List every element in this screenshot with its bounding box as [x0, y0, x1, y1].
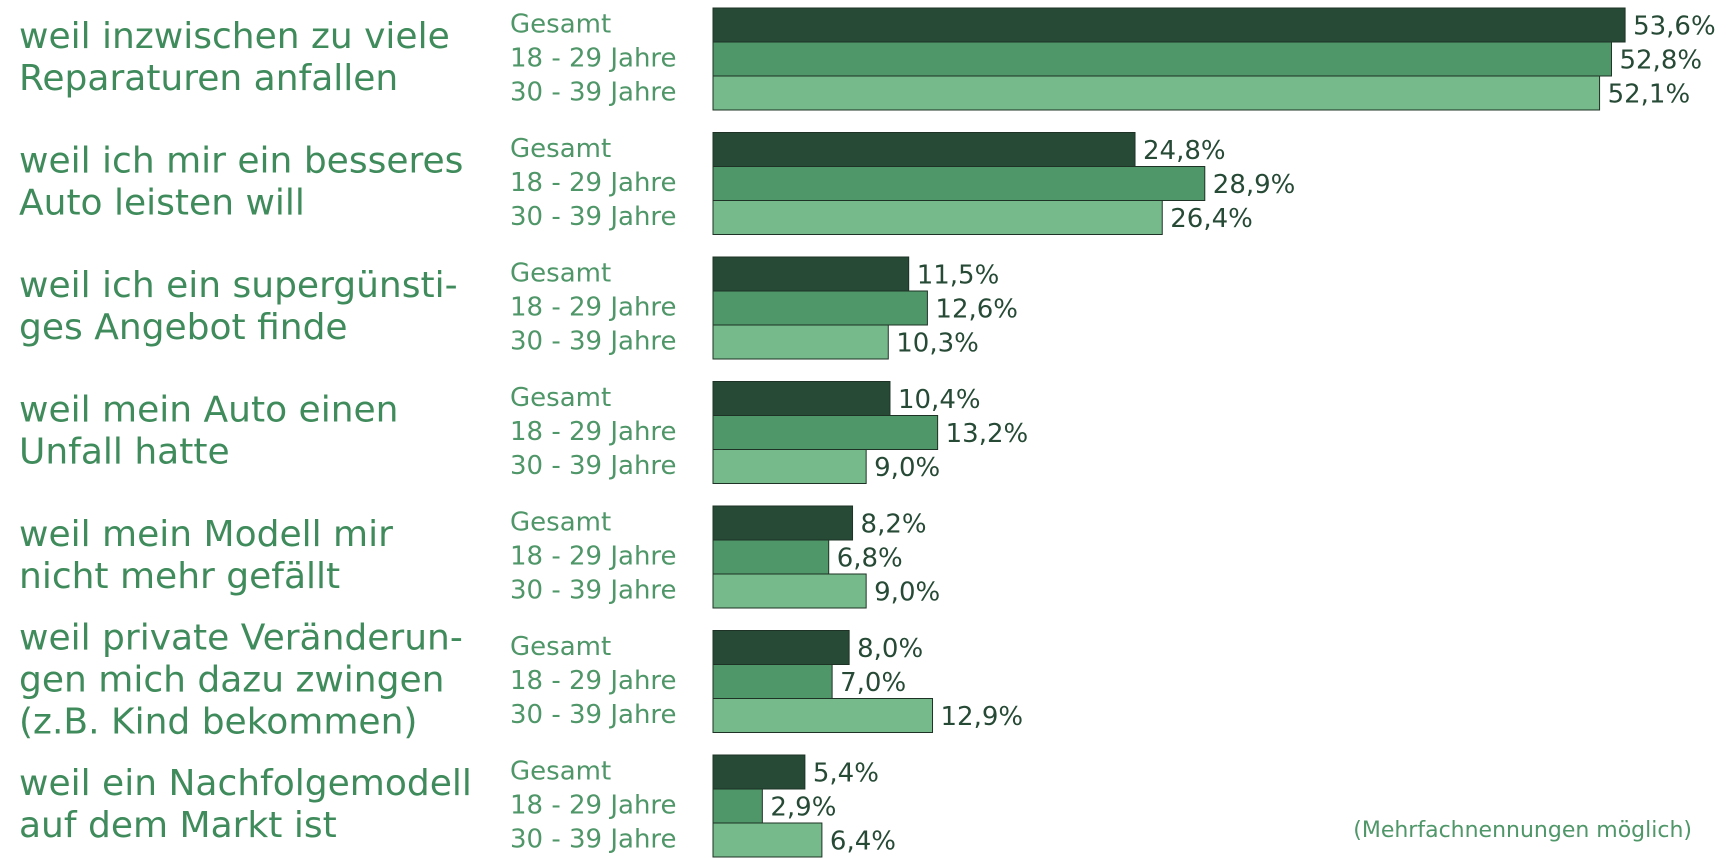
bar	[712, 41, 1612, 77]
bar	[712, 75, 1601, 111]
category-label: auf dem Markt ist	[19, 805, 337, 846]
value-label: 11,5%	[917, 261, 1000, 291]
category-label: Auto leisten will	[19, 183, 305, 224]
value-label: 26,4%	[1170, 204, 1253, 234]
bar	[712, 7, 1626, 43]
category-label: ges Angebot finde	[19, 307, 348, 348]
series-label: 30 - 39 Jahre	[510, 825, 677, 855]
value-label: 2,9%	[770, 793, 836, 823]
category-label: weil inzwischen zu viele	[19, 16, 450, 57]
value-label: 24,8%	[1143, 136, 1226, 166]
series-label: 18 - 29 Jahre	[510, 666, 677, 696]
bar	[712, 200, 1163, 235]
series-label: 30 - 39 Jahre	[510, 576, 677, 606]
series-label: 30 - 39 Jahre	[510, 327, 677, 357]
bar	[712, 822, 823, 858]
value-label: 7,0%	[840, 668, 906, 698]
bar	[712, 698, 934, 733]
value-label: 13,2%	[946, 419, 1029, 449]
bar	[712, 630, 850, 665]
series-label: 30 - 39 Jahre	[510, 451, 677, 481]
series-label: Gesamt	[510, 259, 611, 289]
value-label: 10,3%	[896, 329, 979, 359]
series-label: Gesamt	[510, 10, 611, 40]
value-label: 52,1%	[1608, 80, 1691, 110]
value-label: 52,8%	[1619, 46, 1702, 76]
value-label: 53,6%	[1633, 12, 1716, 42]
bar	[712, 256, 910, 292]
value-label: 9,0%	[874, 578, 940, 608]
bar	[712, 381, 891, 416]
category-label: (z.B. Kind bekommen)	[19, 702, 417, 743]
series-label: Gesamt	[510, 383, 611, 413]
value-label: 12,9%	[941, 702, 1024, 732]
series-label: 18 - 29 Jahre	[510, 293, 677, 323]
bar	[712, 290, 928, 326]
category-label: weil private Veränderun-	[19, 618, 463, 659]
bar	[712, 324, 889, 360]
bar	[712, 539, 830, 575]
series-label: Gesamt	[510, 134, 611, 164]
series-label: 18 - 29 Jahre	[510, 168, 677, 198]
bar	[712, 505, 854, 541]
series-label: 18 - 29 Jahre	[510, 417, 677, 447]
bar	[712, 132, 1136, 167]
category-label: nicht mehr gefällt	[19, 556, 340, 597]
category-label: gen mich dazu zwingen	[19, 660, 444, 701]
category-label: weil ein Nachfolgemodell	[19, 763, 472, 804]
value-label: 10,4%	[898, 385, 981, 415]
bar	[712, 166, 1206, 201]
value-label: 12,6%	[935, 295, 1018, 325]
series-label: Gesamt	[510, 632, 611, 662]
bar	[712, 788, 763, 824]
category-label: weil mein Auto einen	[19, 390, 398, 431]
bar	[712, 754, 806, 790]
category-label: weil ich ein supergünsti-	[19, 265, 458, 306]
bar	[712, 449, 867, 484]
value-label: 8,2%	[861, 510, 927, 540]
category-label: weil ich mir ein besseres	[19, 141, 463, 182]
series-label: 18 - 29 Jahre	[510, 44, 677, 74]
category-label: weil mein Modell mir	[19, 514, 393, 555]
value-label: 28,9%	[1213, 170, 1296, 200]
bar	[712, 664, 833, 699]
bar	[712, 573, 867, 609]
note: (Mehrfachnennungen möglich)	[1353, 818, 1692, 843]
series-label: 30 - 39 Jahre	[510, 202, 677, 232]
value-label: 5,4%	[813, 759, 879, 789]
value-label: 9,0%	[874, 453, 940, 483]
value-label: 6,8%	[837, 544, 903, 574]
series-label: 30 - 39 Jahre	[510, 78, 677, 108]
series-label: Gesamt	[510, 757, 611, 787]
value-label: 6,4%	[830, 827, 896, 857]
value-label: 8,0%	[857, 634, 923, 664]
category-label: Unfall hatte	[19, 432, 230, 473]
bar	[712, 415, 939, 450]
series-label: 18 - 29 Jahre	[510, 791, 677, 821]
series-label: Gesamt	[510, 508, 611, 538]
series-label: 18 - 29 Jahre	[510, 542, 677, 572]
series-label: 30 - 39 Jahre	[510, 700, 677, 730]
category-label: Reparaturen anfallen	[19, 58, 398, 99]
